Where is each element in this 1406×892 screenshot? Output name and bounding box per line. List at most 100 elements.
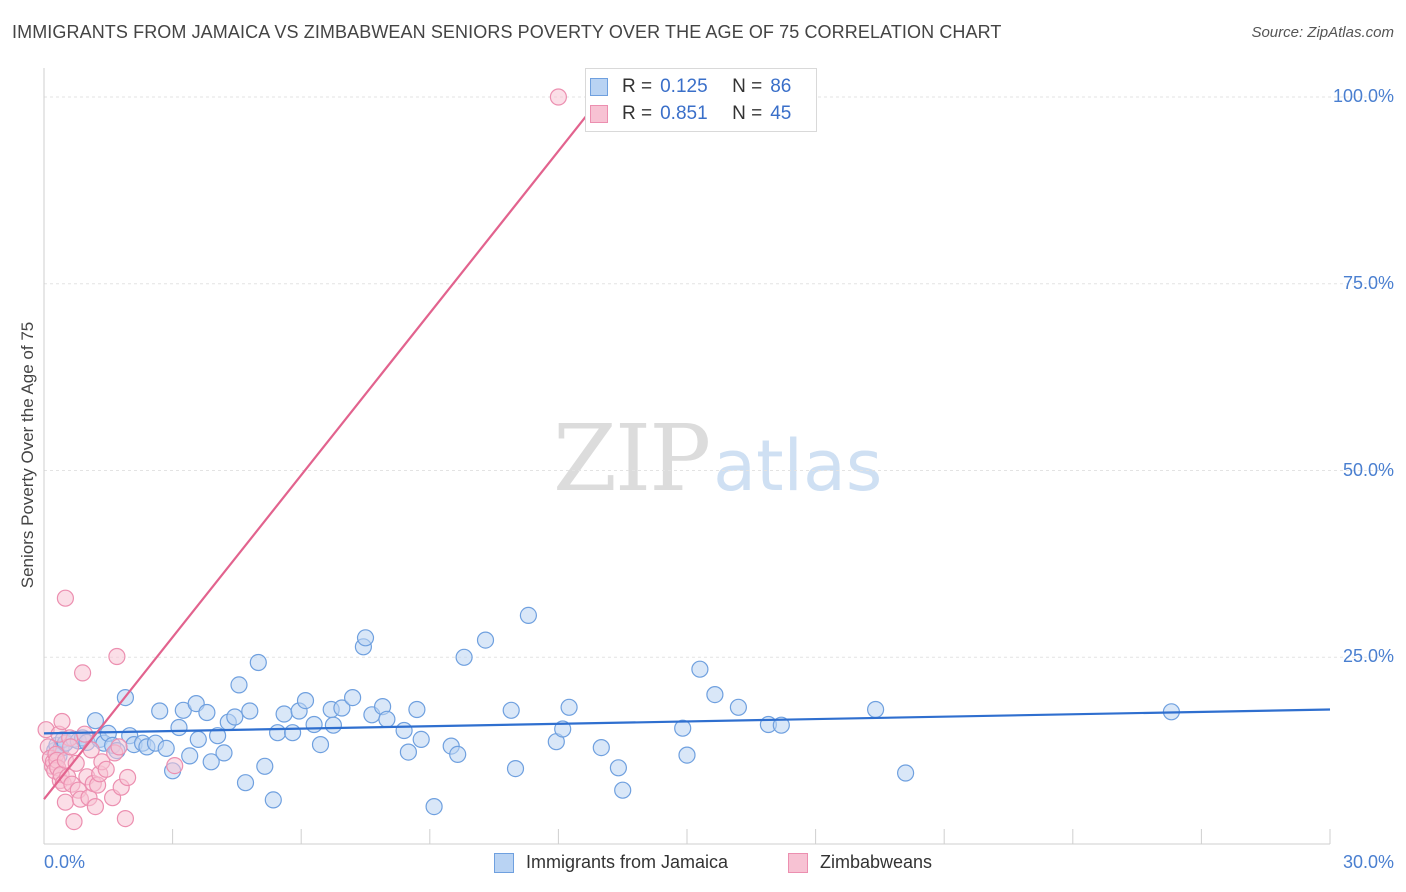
data-point-jamaica-10: [86, 712, 105, 730]
trendline-jamaica: [43, 708, 1331, 735]
trend-layer: [43, 96, 1331, 800]
legend-r-label: R =: [622, 103, 653, 124]
series-legend-swatch-jamaica: [494, 852, 514, 873]
data-point-jamaica-76: [674, 719, 692, 737]
data-point-jamaica-65: [455, 648, 473, 666]
source-credit: Source: ZipAtlas.com: [1251, 24, 1394, 41]
y-tick-label-50: 50.0%: [1342, 459, 1394, 480]
data-point-jamaica-52: [344, 688, 362, 707]
data-point-jamaica-73: [592, 738, 610, 757]
data-point-jamaica-44: [284, 724, 302, 742]
legend-r-value-jamaica: 0.125: [660, 76, 708, 97]
data-point-zimbabweans-38: [110, 738, 128, 756]
data-point-jamaica-68: [506, 759, 525, 778]
correlation-legend: R = 0.125 N = 86 R = 0.851 N = 45: [585, 68, 817, 132]
data-point-jamaica-84: [896, 764, 915, 782]
legend-swatch-jamaica: [590, 78, 608, 96]
data-point-jamaica-27: [181, 747, 199, 765]
y-tick-label-25: 25.0%: [1342, 646, 1394, 667]
legend-row-zimbabweans: R = 0.851 N = 45: [586, 101, 791, 127]
data-point-zimbabweans-30: [86, 797, 105, 816]
data-point-zimbabweans-40: [116, 809, 135, 828]
data-point-jamaica-50: [324, 716, 342, 734]
y-tick-label-100: 100.0%: [1332, 86, 1394, 106]
data-point-jamaica-66: [476, 631, 495, 649]
x-tick-label-min: 0.0%: [44, 852, 86, 872]
data-point-zimbabweans-25: [76, 725, 94, 743]
watermark-atlas: atlas: [713, 425, 883, 507]
series-legend-label-jamaica: Immigrants from Jamaica: [526, 852, 729, 872]
data-point-jamaica-82: [772, 716, 790, 734]
data-point-jamaica-46: [296, 691, 315, 710]
data-point-jamaica-72: [560, 698, 578, 716]
data-point-jamaica-71: [554, 720, 572, 738]
data-point-jamaica-75: [614, 781, 632, 799]
series-legend-swatch-zimbabweans: [788, 852, 808, 873]
data-point-zimbabweans-20: [65, 812, 83, 831]
data-point-jamaica-35: [226, 708, 244, 726]
data-point-jamaica-29: [189, 730, 207, 749]
data-point-zimbabweans-24: [73, 664, 92, 682]
legend-n-value-jamaica: 86: [770, 76, 792, 97]
data-point-zimbabweans-37: [108, 647, 126, 666]
trendline-zimbabweans: [43, 96, 603, 800]
data-point-jamaica-39: [249, 653, 267, 672]
data-point-jamaica-64: [449, 745, 467, 764]
data-point-zimbabweans-12: [53, 712, 71, 731]
point-layer: [37, 88, 1181, 831]
data-point-zimbabweans-43: [166, 756, 184, 775]
data-point-jamaica-51: [333, 699, 351, 717]
data-point-jamaica-38: [241, 702, 259, 720]
data-point-jamaica-69: [519, 606, 538, 625]
series-legend: Immigrants from Jamaica Zimbabweans: [0, 852, 1406, 878]
series-legend-label-zimbabweans: Zimbabweans: [820, 852, 933, 872]
legend-r-label: R =: [622, 76, 653, 97]
data-point-jamaica-57: [378, 710, 396, 728]
data-point-jamaica-37: [236, 774, 255, 792]
x-tick-label-max: 30.0%: [1342, 852, 1394, 872]
legend-row-jamaica: R = 0.125 N = 86: [586, 74, 791, 100]
watermark: ZIPatlas: [553, 405, 882, 512]
data-point-zimbabweans-44: [549, 88, 568, 106]
data-point-jamaica-78: [691, 660, 709, 678]
data-point-jamaica-22: [151, 702, 169, 720]
data-point-jamaica-54: [356, 629, 375, 647]
legend-n-label: N =: [732, 103, 763, 124]
axis-layer: [43, 68, 1331, 845]
data-point-jamaica-77: [678, 746, 696, 764]
data-point-jamaica-62: [425, 797, 443, 816]
data-point-jamaica-67: [502, 701, 520, 719]
watermark-zip: ZIP: [553, 405, 711, 512]
data-point-jamaica-60: [408, 700, 426, 719]
legend-n-label: N =: [732, 76, 763, 97]
data-point-jamaica-59: [399, 743, 417, 761]
data-point-jamaica-58: [395, 721, 413, 740]
grid-layer: [44, 96, 1392, 658]
data-point-jamaica-43: [275, 705, 293, 723]
data-point-zimbabweans-21: [67, 754, 85, 772]
data-point-jamaica-30: [198, 703, 216, 722]
data-point-jamaica-48: [311, 735, 330, 754]
data-point-jamaica-36: [230, 676, 248, 694]
y-tick-label-75: 75.0%: [1342, 272, 1394, 293]
data-point-zimbabweans-41: [118, 768, 137, 787]
y-axis-label: Seniors Poverty Over the Age of 75: [18, 321, 37, 589]
data-point-jamaica-23: [157, 739, 175, 758]
data-point-zimbabweans-18: [61, 738, 80, 756]
data-point-zimbabweans-42: [56, 589, 75, 607]
data-point-jamaica-61: [412, 730, 430, 749]
legend-n-value-zimbabweans: 45: [770, 103, 792, 124]
data-point-jamaica-25: [170, 718, 188, 737]
data-point-jamaica-79: [706, 685, 724, 704]
data-point-jamaica-42: [269, 724, 287, 742]
series-legend-item-zimbabweans: Zimbabweans: [788, 852, 932, 873]
legend-r-value-zimbabweans: 0.851: [660, 103, 708, 124]
legend-swatch-zimbabweans: [590, 105, 608, 123]
data-point-jamaica-74: [609, 759, 628, 777]
chart-title: IMMIGRANTS FROM JAMAICA VS ZIMBABWEAN SE…: [12, 22, 1002, 42]
data-point-jamaica-33: [215, 744, 233, 762]
series-legend-item-jamaica: Immigrants from Jamaica: [494, 852, 728, 873]
data-point-jamaica-32: [209, 727, 227, 745]
data-point-jamaica-40: [256, 757, 274, 775]
data-point-jamaica-31: [202, 753, 220, 771]
